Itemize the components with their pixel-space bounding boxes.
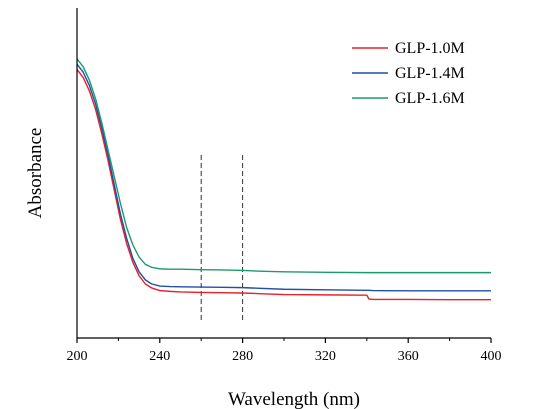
x-axis-ticks: 200 240 280 320 360 400 <box>67 338 502 364</box>
legend-label-3: GLP-1.6M <box>395 90 465 107</box>
reference-lines <box>200 155 244 322</box>
axes <box>76 8 491 339</box>
x-axis-title: Wavelength (nm) <box>228 389 360 409</box>
series-line-1 <box>76 69 491 301</box>
series-line-3 <box>76 58 491 274</box>
legend: GLP-1.0M GLP-1.4M GLP-1.6M <box>352 40 465 107</box>
series-line-2 <box>76 63 491 292</box>
x-tick-label: 360 <box>398 349 419 364</box>
legend-label-1: GLP-1.0M <box>395 40 465 57</box>
legend-label-2: GLP-1.4M <box>395 65 465 82</box>
y-axis-title: Absorbance <box>25 128 46 219</box>
x-tick-label: 280 <box>232 349 253 364</box>
x-tick-label: 200 <box>67 349 88 364</box>
x-tick-label: 240 <box>149 349 170 364</box>
x-tick-label: 320 <box>315 349 336 364</box>
x-tick-label: 400 <box>481 349 502 364</box>
series-lines <box>76 58 491 301</box>
